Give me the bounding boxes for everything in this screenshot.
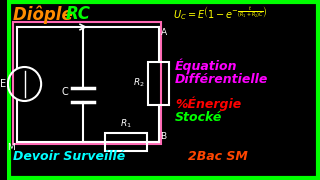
Bar [148,62,169,105]
Text: 2Bac SM: 2Bac SM [188,150,248,163]
Text: Équation: Équation [175,58,238,73]
Text: Stocké: Stocké [175,111,223,124]
Text: Devoir Surveillé: Devoir Surveillé [13,150,125,163]
Text: Différentielle: Différentielle [175,73,268,86]
Text: C: C [62,87,68,97]
Text: M: M [7,143,15,152]
Text: $U_C = E\left(1 - e^{-\frac{t}{(R_1+R_2)C}}\right)$: $U_C = E\left(1 - e^{-\frac{t}{(R_1+R_2)… [173,4,268,22]
Text: %Énergie: %Énergie [175,96,242,111]
Text: $R_1$: $R_1$ [120,118,132,130]
Text: RC: RC [66,5,91,23]
Text: $R_2$: $R_2$ [133,77,145,89]
Text: E: E [0,79,6,89]
Bar [105,133,147,151]
Text: Diôple: Diôple [13,5,78,24]
Text: B: B [161,132,167,141]
Text: A: A [161,28,167,37]
